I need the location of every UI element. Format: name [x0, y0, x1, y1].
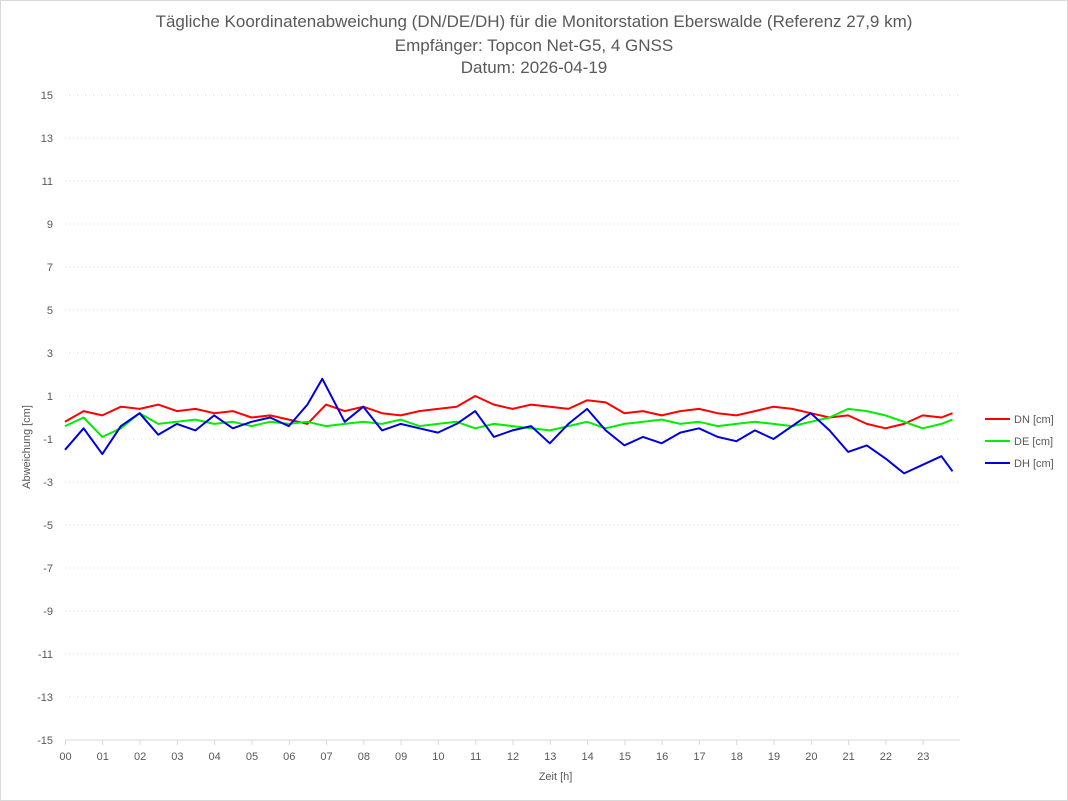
y-tick-label: 3 [47, 348, 53, 360]
x-tick-label: 21 [843, 751, 855, 763]
x-tick-label: 07 [320, 751, 332, 763]
x-tick-label: 10 [432, 751, 444, 763]
x-tick-label: 19 [768, 751, 780, 763]
x-tick-label: 01 [97, 751, 109, 763]
y-tick-label: -15 [37, 735, 53, 747]
y-tick-label: 15 [41, 90, 53, 102]
series-line-de [64, 407, 953, 438]
y-tick-label: 13 [41, 133, 53, 145]
series-line-dh [64, 377, 954, 475]
series-lines [64, 377, 954, 475]
x-tick-label: 18 [731, 751, 743, 763]
x-tick-label: 02 [134, 751, 146, 763]
chart-date: Datum: 2026-04-19 [460, 58, 608, 77]
y-tick-label: 5 [47, 305, 53, 317]
y-tick-label: -9 [43, 606, 53, 618]
chart-subtitle: Empfänger: Topcon Net-G5, 4 GNSS [394, 36, 674, 55]
x-tick-label: 12 [507, 751, 519, 763]
y-tick-label: -1 [43, 434, 53, 446]
x-axis-title: Zeit [h] [539, 771, 573, 783]
y-tick-label: 7 [47, 262, 53, 274]
y-tick-label: -11 [38, 649, 53, 661]
gridlines [65, 94, 960, 698]
chart-title: Tägliche Koordinatenabweichung (DN/DE/DH… [155, 12, 913, 31]
x-tick-label: 04 [209, 751, 221, 763]
y-axis-ticks: 15 13 11 9 7 5 3 1 -1 -3 -5 -7 -9 -11 -13 -15 [37, 90, 53, 747]
y-tick-label: -7 [43, 563, 53, 575]
y-tick-label: -5 [43, 520, 53, 532]
x-tick-label: 03 [171, 751, 183, 763]
legend-label-dn: DN [cm] [1014, 414, 1054, 426]
y-tick-label: 9 [47, 219, 53, 231]
legend-label-de: DE [cm] [1014, 436, 1053, 448]
legend-label-dh: DH [cm] [1014, 458, 1054, 470]
x-tick-label: 16 [656, 751, 668, 763]
x-tick-label: 11 [470, 751, 481, 763]
x-tick-label: 06 [283, 751, 295, 763]
x-tick-label: 14 [581, 751, 593, 763]
y-tick-label: -13 [37, 692, 53, 704]
x-tick-label: 17 [693, 751, 705, 763]
x-tick-label: 13 [544, 751, 556, 763]
series-line-dn [64, 395, 953, 430]
x-tick-label: 09 [395, 751, 407, 763]
y-tick-label: 1 [47, 391, 53, 403]
x-tick-label: 15 [619, 751, 631, 763]
y-tick-label: -3 [43, 477, 53, 489]
x-axis-ticks: 00 01 02 03 04 05 06 07 08 09 10 11 12 13 14 15 16 17 18 19… [59, 740, 929, 763]
x-tick-label: 08 [358, 751, 370, 763]
x-tick-label: 05 [246, 751, 258, 763]
x-tick-label: 22 [880, 751, 892, 763]
x-tick-label: 20 [805, 751, 817, 763]
legend: DN [cm] DE [cm] DH [cm] [985, 414, 1054, 470]
y-axis-title: Abweichung [cm] [21, 405, 33, 489]
x-tick-label: 23 [917, 751, 929, 763]
y-tick-label: 11 [42, 176, 53, 188]
x-tick-label: 00 [59, 751, 71, 763]
